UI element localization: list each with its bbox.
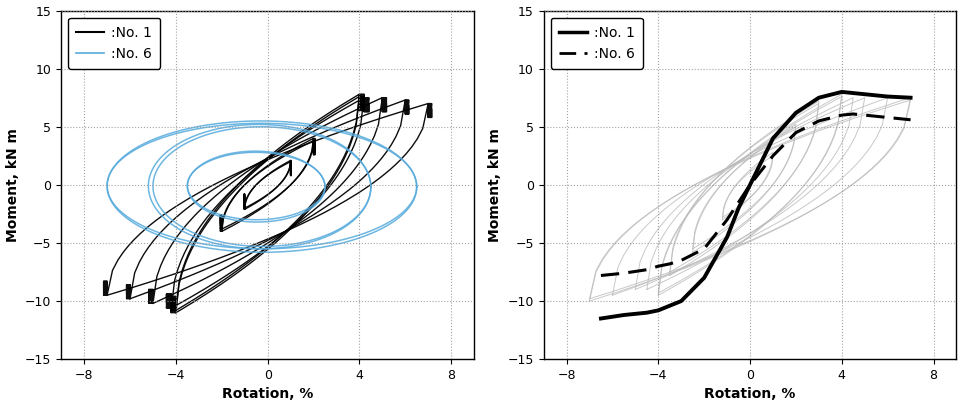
Y-axis label: Moment, kN m: Moment, kN m [487,128,502,242]
X-axis label: Rotation, %: Rotation, % [703,387,795,401]
Legend: :No. 1, :No. 6: :No. 1, :No. 6 [68,18,160,69]
X-axis label: Rotation, %: Rotation, % [222,387,313,401]
Legend: :No. 1, :No. 6: :No. 1, :No. 6 [550,18,642,69]
Y-axis label: Moment, kN m: Moment, kN m [6,128,19,242]
